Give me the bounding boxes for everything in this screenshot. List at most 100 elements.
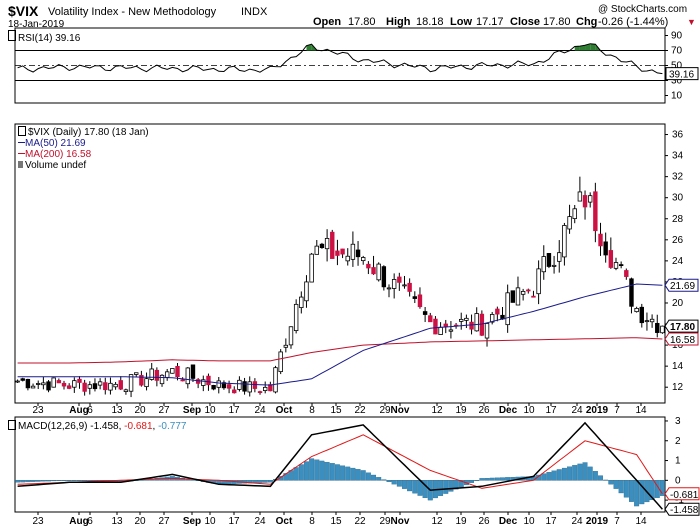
macd-legend-icon bbox=[8, 420, 16, 430]
price-candle bbox=[82, 379, 87, 396]
price-candle bbox=[381, 265, 387, 291]
rsi-overbought-fill bbox=[574, 46, 580, 51]
price-candle bbox=[448, 321, 454, 339]
price-candle bbox=[72, 377, 77, 393]
macd-histogram-bar bbox=[376, 477, 382, 481]
macd-histogram-bar bbox=[484, 478, 490, 481]
price-candle bbox=[624, 268, 629, 280]
price-candle bbox=[46, 380, 51, 393]
price-candle bbox=[495, 306, 500, 322]
macd-histogram-bar bbox=[567, 466, 573, 481]
close-tag-label: 17.80 bbox=[670, 322, 695, 333]
price-candle bbox=[139, 370, 144, 387]
macd-histogram-bar bbox=[293, 467, 299, 481]
price-candle bbox=[283, 338, 289, 353]
price-candle bbox=[371, 255, 376, 275]
macd-histogram-bar bbox=[303, 461, 309, 481]
price-frame bbox=[14, 123, 666, 404]
macd-tick-label: 3 bbox=[675, 416, 681, 427]
price-candle bbox=[515, 276, 521, 306]
macd-signal-line bbox=[17, 434, 663, 495]
macd-histogram-bar bbox=[628, 480, 634, 502]
price-candle bbox=[216, 376, 221, 394]
macd-histogram-bar bbox=[623, 480, 629, 498]
price-candle bbox=[309, 252, 314, 283]
price-tick-label: 36 bbox=[672, 130, 684, 141]
price-candle bbox=[366, 261, 371, 275]
price-candle bbox=[397, 272, 402, 291]
high-label: High bbox=[386, 16, 411, 28]
macd-histogram-bar bbox=[71, 480, 77, 481]
price-candle bbox=[340, 248, 345, 259]
x-tick-label: Aug bbox=[69, 516, 88, 527]
macd-tick-label: 2 bbox=[675, 436, 681, 447]
x-tick-label: 22 bbox=[354, 405, 366, 416]
price-candle bbox=[479, 310, 485, 337]
price-candle bbox=[319, 242, 325, 249]
price-candle bbox=[20, 377, 25, 382]
x-tick-label: Oct bbox=[276, 516, 293, 527]
price-candle bbox=[232, 386, 237, 394]
macd-histogram-bar bbox=[422, 480, 428, 498]
quote-date: 18-Jan-2019 bbox=[8, 19, 65, 30]
macd-histogram-bar bbox=[453, 480, 459, 490]
macd-histogram-bar bbox=[489, 477, 495, 481]
x-tick-label: 12 bbox=[431, 516, 443, 527]
macd-histogram-bar bbox=[479, 478, 485, 481]
rsi-tick-label: 70 bbox=[671, 46, 683, 57]
macd-legend-macd: -1.458 bbox=[90, 421, 119, 432]
macd-histogram-bar bbox=[371, 474, 377, 481]
x-tick-label: 13 bbox=[111, 405, 123, 416]
macd-histogram-bar bbox=[458, 480, 464, 488]
ma200-tag-label: 16.58 bbox=[670, 335, 695, 346]
macd-histogram-bar bbox=[324, 461, 330, 481]
price-candle bbox=[170, 368, 175, 374]
price-candle bbox=[629, 277, 634, 314]
ma50-legend-text: MA(50) 21.69 bbox=[25, 138, 86, 149]
x-tick-label: 6 bbox=[87, 405, 93, 416]
x-tick-label: 27 bbox=[158, 516, 170, 527]
ma200-line bbox=[17, 337, 663, 364]
macd-histogram-bar bbox=[381, 479, 387, 481]
x-tick-label: 10 bbox=[523, 405, 535, 416]
price-candle bbox=[531, 290, 536, 298]
price-candle bbox=[598, 222, 603, 256]
macd-legend: MACD(12,26,9) -1.458, -0.681, -0.777 bbox=[8, 420, 186, 432]
price-candle bbox=[407, 278, 412, 297]
macd-histogram-bar bbox=[340, 465, 346, 481]
macd-histogram-bar bbox=[40, 480, 46, 482]
x-tick-label: 23 bbox=[32, 516, 44, 527]
macd-frame bbox=[14, 416, 666, 513]
macd-tick-label: 0 bbox=[675, 475, 681, 486]
price-candle bbox=[417, 287, 423, 309]
x-tick-label: 22 bbox=[354, 516, 366, 527]
rsi-overbought-fill bbox=[585, 43, 591, 51]
price-candle bbox=[474, 307, 479, 332]
macd-legend-signal: -0.681 bbox=[124, 421, 153, 432]
price-candle bbox=[536, 260, 541, 305]
ma200-legend-icon bbox=[18, 153, 25, 154]
price-candle bbox=[51, 377, 56, 388]
price-candle bbox=[526, 288, 531, 294]
macd-histogram-bar bbox=[659, 480, 665, 496]
macd-histogram-bar bbox=[345, 466, 351, 481]
rsi-tick-label: 90 bbox=[671, 31, 683, 42]
price-candle bbox=[510, 290, 516, 303]
price-candle bbox=[61, 380, 67, 390]
macd-histogram-bar bbox=[639, 480, 645, 505]
low-value: 17.17 bbox=[476, 16, 504, 28]
price-candle bbox=[355, 241, 361, 266]
price-candle bbox=[211, 384, 216, 391]
x-tick-label: Nov bbox=[391, 405, 410, 416]
price-candle bbox=[201, 375, 206, 392]
price-tick-label: 12 bbox=[672, 382, 684, 393]
macd-tick-label: -1 bbox=[675, 495, 684, 506]
price-legend-main-text: $VIX (Daily) 17.80 (18 Jan) bbox=[28, 127, 149, 138]
price-candle bbox=[520, 288, 526, 301]
price-candle bbox=[644, 312, 650, 331]
macd-histogram-bar bbox=[551, 470, 557, 481]
x-tick-label: 10 bbox=[204, 405, 216, 416]
x-tick-label: Sep bbox=[183, 405, 201, 416]
macd-signal-tag-label: -0.681 bbox=[670, 490, 699, 501]
